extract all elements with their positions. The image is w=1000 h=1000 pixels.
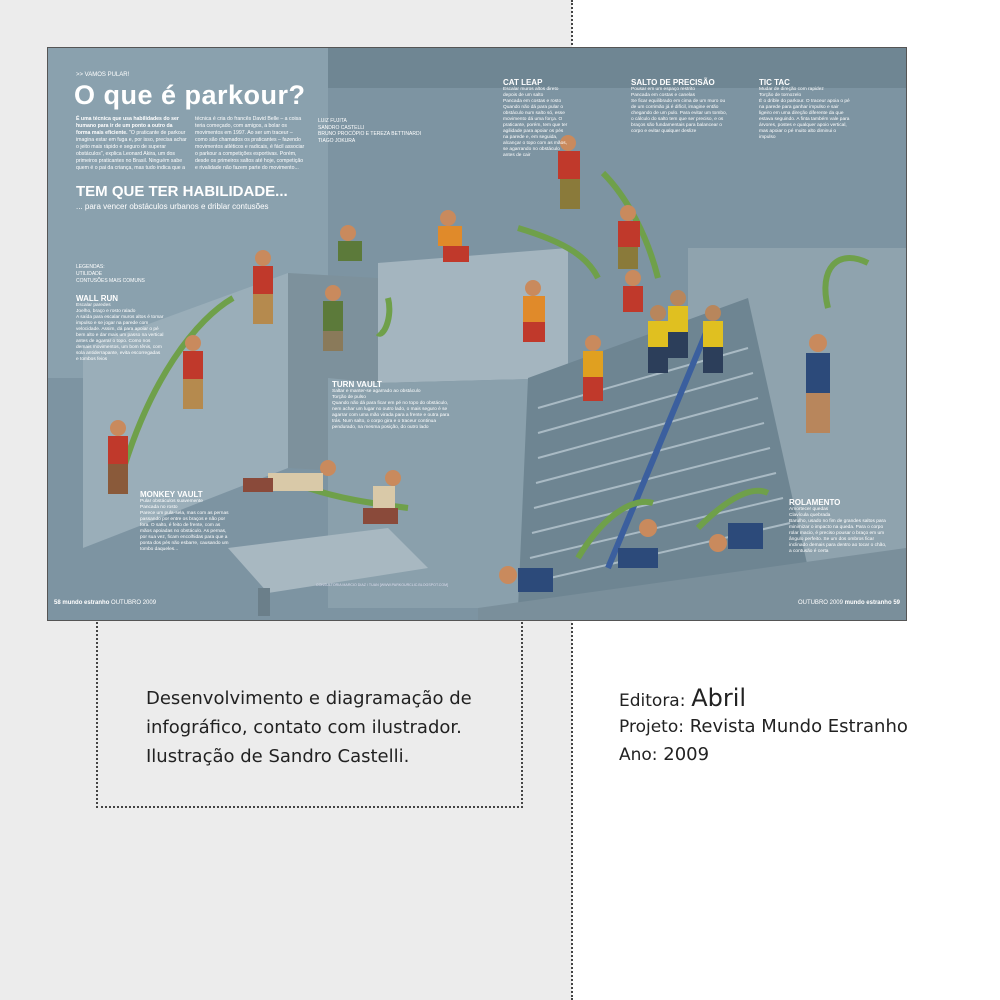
section-injury: Pancada em costas e rosto <box>503 99 562 104</box>
infographic-credits: LUIZ FUJITA SANDRO CASTELLI BRUNO PROCÓP… <box>318 118 448 144</box>
section-injury: Torção de pulso <box>332 395 366 400</box>
caption-dotted-box <box>96 622 523 808</box>
bench <box>228 528 428 593</box>
top-wall <box>328 48 906 88</box>
edition-right: OUTUBRO 2009 <box>797 600 843 606</box>
credit-line: SANDRO CASTELLI <box>318 124 365 131</box>
projeto-value: Revista Mundo Estranho <box>689 716 908 737</box>
section-rolamento: ROLAMENTO Amortecer quedas Clavícula que… <box>789 498 889 555</box>
section-cat-leap: CAT LEAP Escalar muros altos direto depo… <box>503 78 568 159</box>
brand-left: mundo estranho <box>62 600 110 606</box>
section-turn-vault: TURN VAULT Saltar e manter-se agarrado a… <box>332 380 450 431</box>
section-injury: Pancada no rosto <box>140 505 178 510</box>
legend: LEGENDAS: UTILIDADE CONTUSÕES MAIS COMUN… <box>76 264 145 285</box>
editora-value: Abril <box>691 684 747 712</box>
ano-label: Ano: <box>619 745 658 765</box>
section-injury: Torção de tornozelo <box>759 93 802 98</box>
ano-value: 2009 <box>663 744 710 765</box>
infographic-title: O que é parkour? <box>74 80 306 110</box>
infographic-subhead: TEM QUE TER HABILIDADE... <box>76 183 288 200</box>
section-monkey-vault: MONKEY VAULT Pular obstáculos suavemente… <box>140 490 230 553</box>
section-body: A saída para escalar muros altos é tomar… <box>76 315 164 362</box>
section-utility: Saltar e manter-se agarrado ao obstáculo <box>332 389 421 394</box>
intro-text: "O praticante de parkour imagina estar e… <box>76 116 305 171</box>
project-description: Desenvolvimento e diagramação de infográ… <box>146 688 472 767</box>
section-utility: Escalar muros altos direto depois de um … <box>503 87 559 98</box>
section-title: ROLAMENTO <box>789 498 841 507</box>
section-body: É o drible do parkour. O traceur apoia o… <box>759 99 850 140</box>
projeto-label: Projeto: <box>619 717 684 737</box>
section-utility: Escalar paredes <box>76 303 111 308</box>
footer-left: 58 mundo estranho OUTUBRO 2009 <box>54 600 156 606</box>
brand-right: mundo estranho <box>844 600 892 606</box>
section-salto-de-precisao: SALTO DE PRECISÃO Pousar em um espaço re… <box>631 78 729 135</box>
page-number-right: 59 <box>893 600 900 606</box>
infographic-intro: É uma técnica que usa habilidades do ser… <box>76 116 306 172</box>
section-body: Quando não dá para ficar em pé no topo d… <box>332 401 450 430</box>
info-projeto: Projeto: Revista Mundo Estranho <box>619 716 908 737</box>
section-title: WALL RUN <box>76 294 119 303</box>
illustration-credit: CONSULTORIA MARCIO DIAZ / TUAN [WWW.PARK… <box>316 583 449 587</box>
section-title: TURN VAULT <box>332 380 382 389</box>
section-utility: Pousar em um espaço restrito <box>631 87 695 92</box>
credit-line: BRUNO PROCÓPIO E TEREZA BETTINARDI <box>318 131 421 137</box>
legend-item-utility: UTILIDADE <box>76 271 103 277</box>
infographic-subsubhead: ... para vencer obstáculos urbanos e dri… <box>76 202 269 211</box>
legend-title: LEGENDAS: <box>76 264 105 270</box>
section-body: Se ficar equilibrado em cima de um muro … <box>631 99 727 134</box>
legend-item-injury: CONTUSÕES MAIS COMUNS <box>76 278 145 284</box>
section-title: CAT LEAP <box>503 78 543 87</box>
section-injury: Joelho, braço e rosto ralado <box>76 309 136 314</box>
infographic-illustration <box>48 48 906 620</box>
section-utility: Pular obstáculos suavemente <box>140 499 203 504</box>
section-tic-tac: TIC TAC Mudar de direção com rapidez Tor… <box>759 78 851 141</box>
wall-run-block <box>83 273 288 548</box>
info-editora: Editora: Abril <box>619 684 746 712</box>
section-injury: Pancada em costas e canelas <box>631 93 695 98</box>
section-wall-run: WALL RUN Escalar paredes Joelho, braço e… <box>76 294 164 363</box>
parkour-infographic: >> VAMOS PULAR! O que é parkour? É uma t… <box>47 47 907 621</box>
section-utility: Amortecer quedas <box>789 507 829 512</box>
section-title: SALTO DE PRECISÃO <box>631 78 715 87</box>
credit-line: LUIZ FUJITA <box>318 118 347 124</box>
section-body: Parece um pula-sela, mas com as pernas p… <box>140 511 229 552</box>
editora-label: Editora: <box>619 691 686 711</box>
footer-right: OUTUBRO 2009 mundo estranho 59 <box>798 600 900 606</box>
section-injury: Clavícula quebrada <box>789 513 831 518</box>
handrail <box>605 326 711 570</box>
credit-line: TIAGO JOKURA <box>318 137 356 144</box>
edition-left: OUTUBRO 2009 <box>111 600 157 606</box>
section-body: Quando não dá para pular o obstáculo num… <box>503 105 568 158</box>
section-title: MONKEY VAULT <box>140 490 203 499</box>
info-ano: Ano: 2009 <box>619 744 709 765</box>
traceur-figures <box>108 135 830 592</box>
infographic-kicker: >> VAMOS PULAR! <box>76 72 130 78</box>
section-body: Barulho, usado no fim de grandes saltos … <box>789 519 887 554</box>
floor <box>478 548 906 620</box>
section-title: TIC TAC <box>759 78 790 87</box>
section-utility: Mudar de direção com rapidez <box>759 87 824 92</box>
page-number-left: 58 <box>54 600 61 606</box>
intro-bold: É uma técnica que usa habilidades do ser… <box>76 116 179 136</box>
turn-vault-top <box>378 248 568 383</box>
